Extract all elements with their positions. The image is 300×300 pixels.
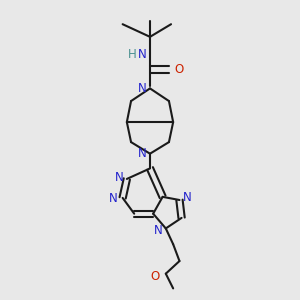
Text: O: O [175,63,184,76]
Text: O: O [151,270,160,283]
Text: N: N [154,224,163,237]
Text: N: N [138,82,147,95]
Text: N: N [138,48,147,61]
Text: N: N [138,147,147,160]
Text: N: N [109,192,118,206]
Text: H: H [128,48,136,61]
Text: N: N [115,171,124,184]
Text: N: N [182,191,191,204]
